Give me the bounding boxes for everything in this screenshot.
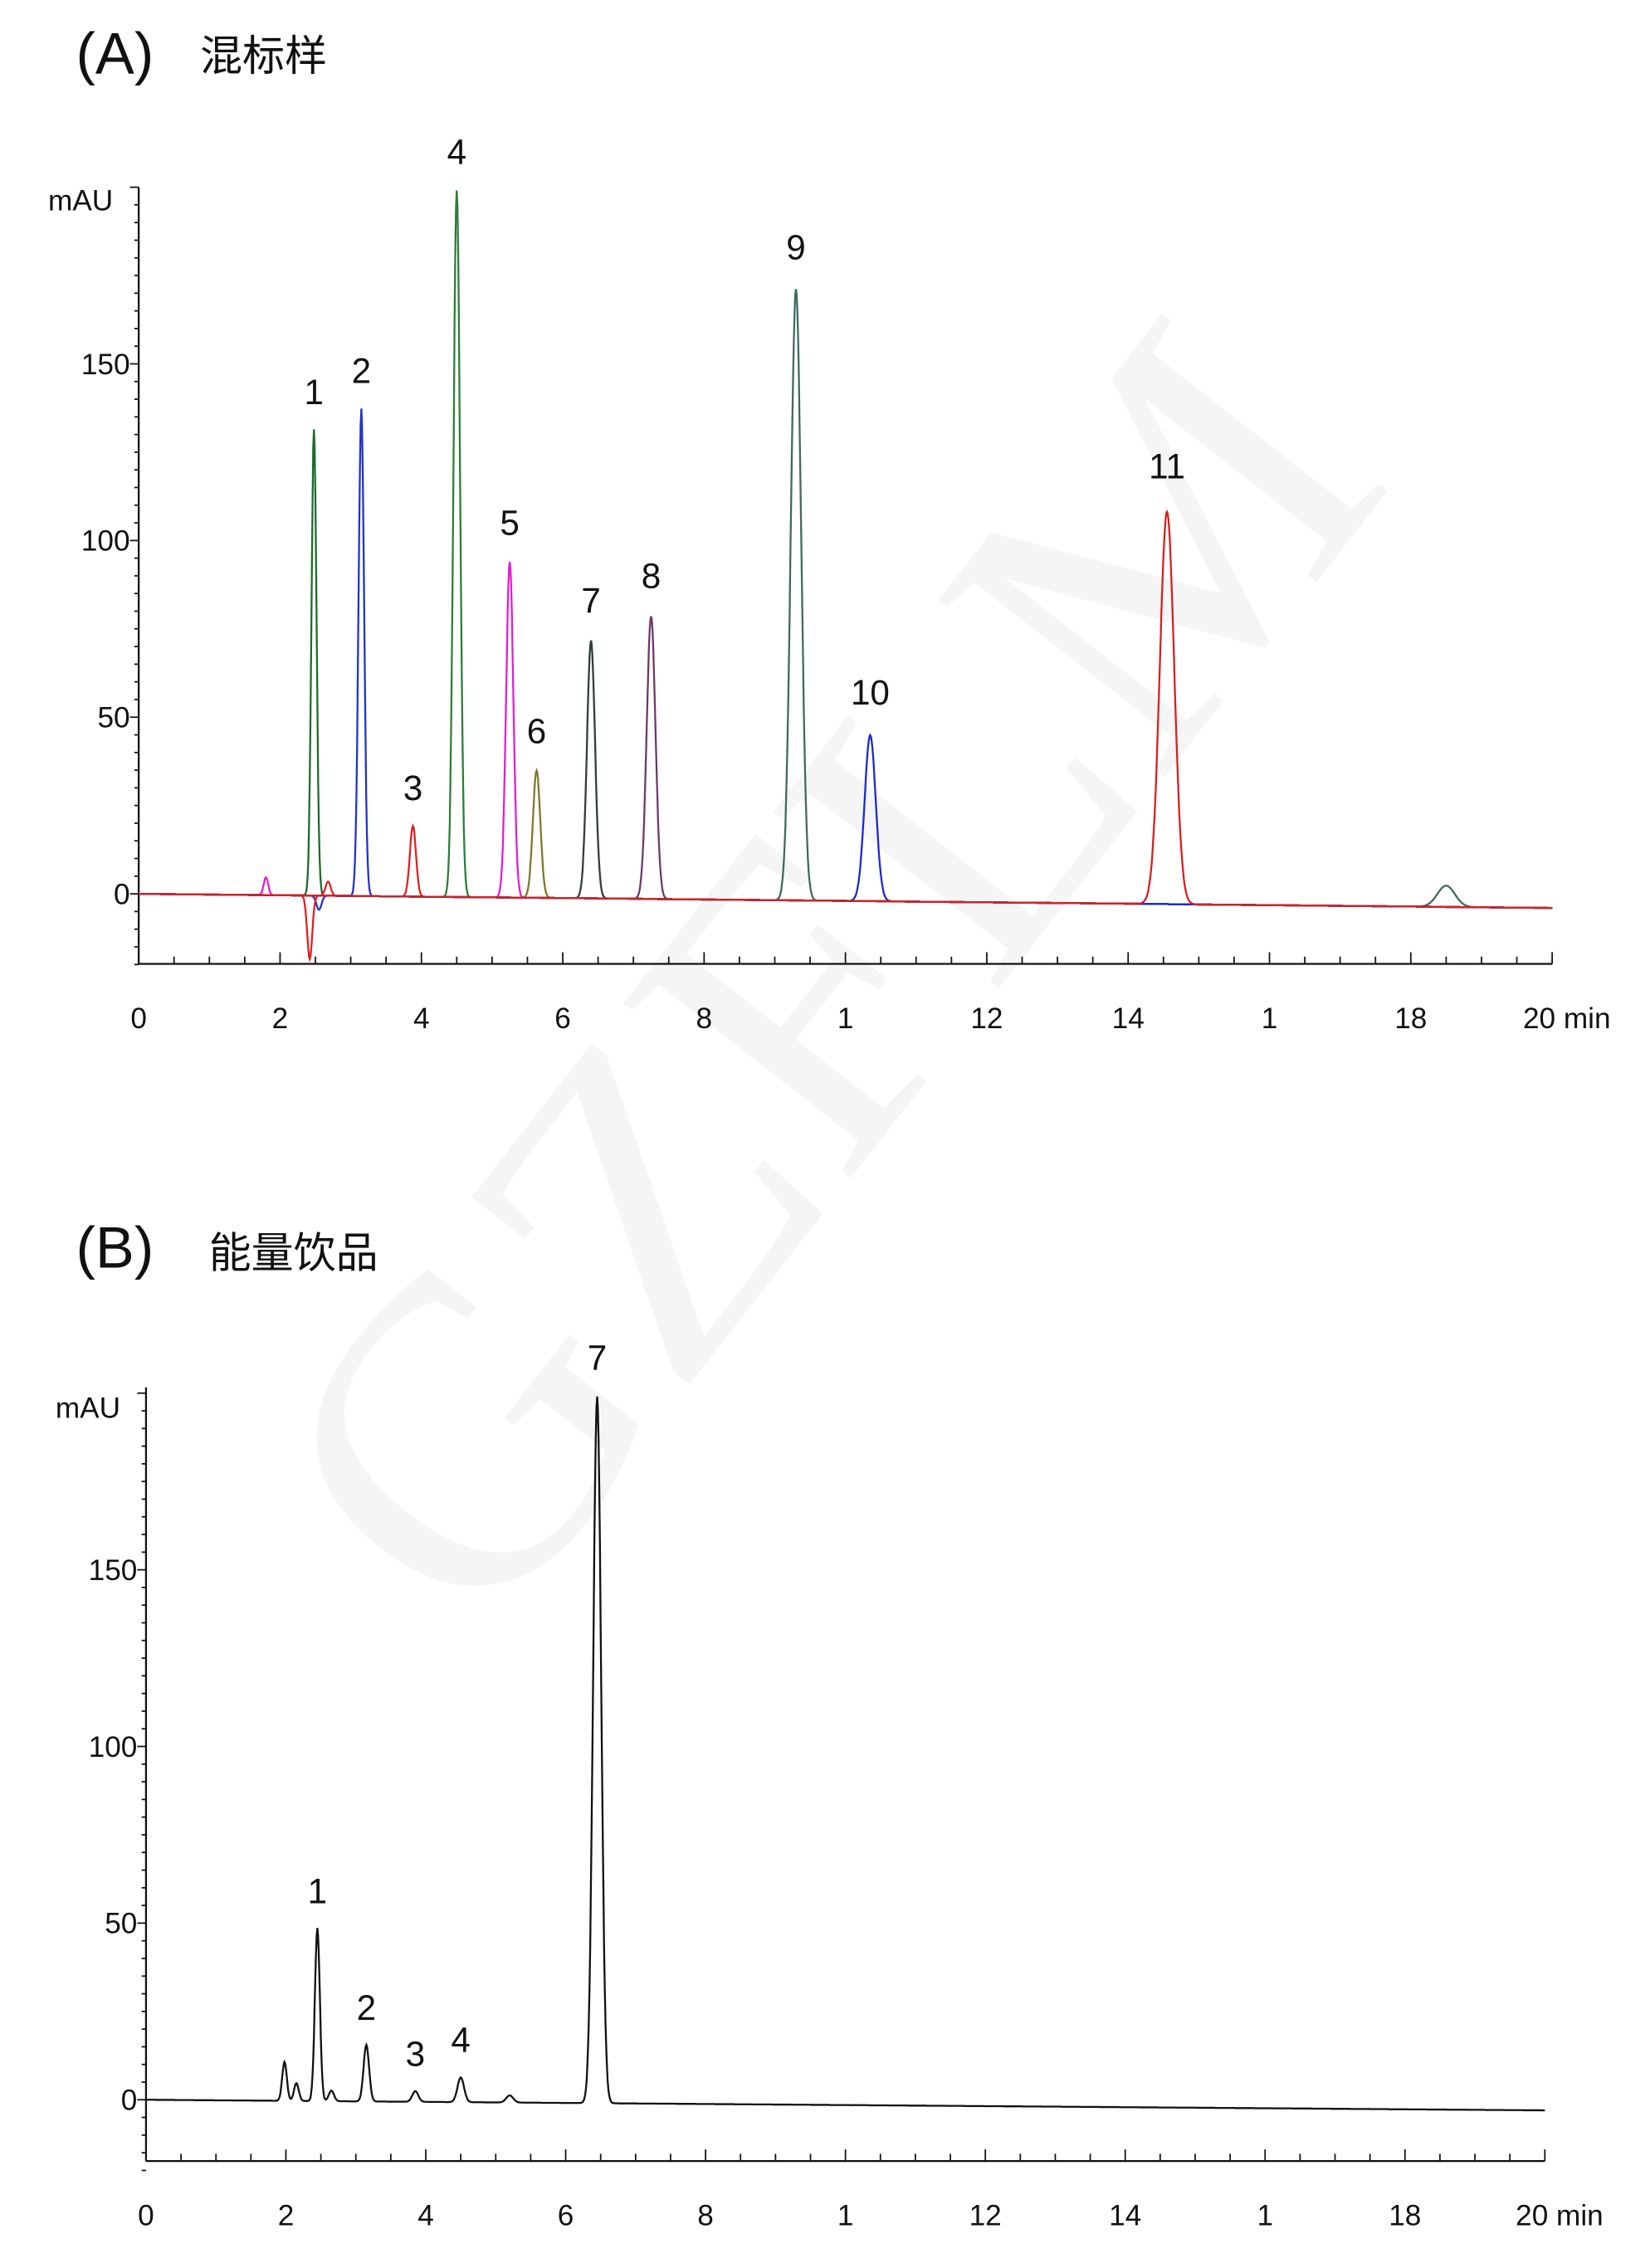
peak-label-5: 5 (500, 503, 519, 542)
panel-b-title: 能量饮品 (209, 1229, 378, 1278)
peak-label-3: 3 (406, 2034, 425, 2073)
panel-b-x-tick-label: 6 (558, 2200, 574, 2232)
panel-b-x-tick-label: 2 (278, 2200, 295, 2232)
peak-label-4: 4 (451, 2020, 470, 2059)
panel-a-x-tick-label: 2 (272, 1002, 289, 1035)
panel-b-y-tick-label: 0 (121, 2085, 138, 2117)
watermark: GZFLM (175, 241, 1471, 1709)
panel-a-x-tick-label: 14 (1112, 1002, 1145, 1035)
peak-label-1: 1 (305, 373, 324, 412)
panel-b-x-tick-label: 14 (1109, 2200, 1141, 2232)
panel-b-traces: 1 23 4 7 (145, 1339, 1545, 2112)
panel-b-y-tick-label: 50 (105, 1908, 137, 1940)
panel-b-ylabel: mAU (56, 1393, 120, 1425)
panel-a-x-tick-label: 18 (1394, 1002, 1427, 1035)
trace-peak-11 (139, 509, 1553, 910)
peak-label-7: 7 (588, 1339, 607, 1378)
panel-b-y-tick-label: 150 (89, 1554, 138, 1587)
panel-b-y-tick-label: 100 (89, 1731, 138, 1763)
peak-label-3: 3 (403, 768, 422, 807)
peak-label-4: 4 (447, 132, 466, 171)
panel-a-y-tick-label: 100 (81, 525, 130, 558)
panel-a-title: 混标样 (200, 32, 327, 81)
peak-label-7: 7 (581, 581, 600, 620)
panel-a-y-tick-label: 150 (81, 349, 130, 381)
peak-label-1: 1 (308, 1872, 327, 1911)
panel-a-y-tick-label: 0 (114, 878, 130, 910)
peak-label-8: 8 (642, 556, 661, 595)
panel-b-x-tick-label: 4 (417, 2200, 434, 2232)
panel-b-x-tick-label: 1 (837, 2200, 854, 2232)
panel-a-y-tick-label: 50 (97, 702, 129, 734)
panel-a-x-tick-label: 12 (970, 1002, 1003, 1035)
peak-label-9: 9 (786, 227, 805, 266)
panel-a-ylabel: mAU (48, 185, 113, 217)
panel-a-x-tick-label: 1 (1262, 1002, 1278, 1035)
panel-a-x-tick-label: 1 (837, 1002, 854, 1035)
peak-label-2: 2 (352, 351, 371, 390)
panel-a-x-tick-label: 8 (696, 1002, 713, 1035)
panel-b-x-tick-label: 12 (969, 2200, 1002, 2232)
panel-a-traces: 12 3 4 5 6 7 8 9 10 11 (139, 132, 1553, 963)
peak-label-11: 11 (1149, 446, 1185, 485)
panel-a-x-tick-label: 0 (130, 1002, 147, 1035)
peak-label-10: 10 (851, 673, 890, 712)
panel-b-x-tick-label: 20 min (1516, 2200, 1604, 2232)
panel-a-x-tick-label: 6 (554, 1002, 571, 1035)
peak-label-6: 6 (527, 712, 546, 751)
panel-b-x-tick-label: 1 (1257, 2200, 1273, 2232)
panel-b-x-tick-label: 18 (1389, 2200, 1421, 2232)
panel-b-x-tick-label: 0 (138, 2200, 154, 2232)
peak-label-2: 2 (357, 1988, 376, 2027)
panel-a-x-tick-label: 20 min (1523, 1002, 1611, 1035)
panel-a-label: (A) (76, 20, 154, 85)
panel-b-x-tick-label: 8 (697, 2200, 714, 2232)
sample-trace (145, 1396, 1545, 2112)
panel-b-label: (B) (76, 1214, 154, 1280)
panel-a-x-tick-label: 4 (413, 1002, 430, 1035)
